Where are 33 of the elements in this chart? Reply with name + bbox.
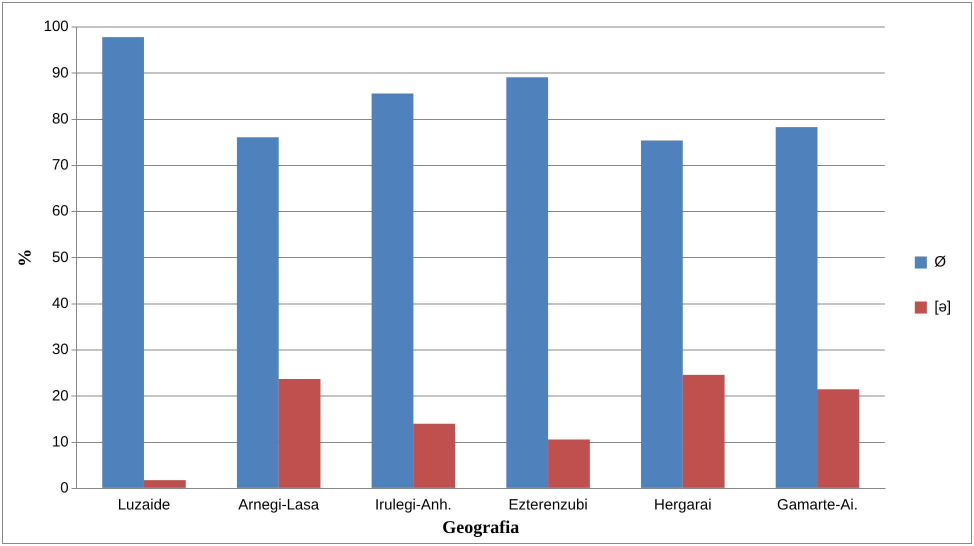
x-tick-label: Ezterenzubi bbox=[508, 496, 588, 514]
bar bbox=[548, 439, 590, 488]
y-tick-label: 50 bbox=[52, 248, 69, 266]
y-tick-label: 80 bbox=[52, 110, 69, 128]
bar bbox=[236, 137, 279, 488]
x-tick-label: Irulegi-Anh. bbox=[375, 496, 452, 514]
x-axis-title: Geografia bbox=[442, 516, 520, 537]
bar bbox=[682, 374, 725, 488]
x-tick-label: Hergarai bbox=[654, 496, 712, 514]
bar bbox=[506, 77, 548, 488]
bar bbox=[372, 93, 414, 488]
legend-label: Ø bbox=[934, 254, 946, 271]
y-tick-label: 90 bbox=[52, 64, 69, 82]
bar bbox=[102, 37, 144, 488]
legend-label: [ə] bbox=[934, 298, 952, 316]
y-tick-label: 20 bbox=[52, 387, 69, 404]
y-tick-label: 10 bbox=[52, 433, 69, 450]
x-tick-label: Luzaide bbox=[118, 496, 170, 514]
y-tick-label: 30 bbox=[52, 341, 69, 358]
y-tick-label: 100 bbox=[44, 18, 69, 36]
bar bbox=[278, 379, 320, 488]
bar bbox=[641, 140, 683, 488]
y-tick-label: 60 bbox=[52, 202, 69, 220]
y-tick-label: 0 bbox=[60, 480, 69, 497]
bar bbox=[776, 127, 818, 488]
x-tick-label: Gamarte-Ai. bbox=[777, 496, 858, 514]
y-tick-label: 40 bbox=[52, 294, 69, 312]
y-axis-title: % bbox=[14, 248, 34, 267]
x-tick-label: Arnegi-Lasa bbox=[238, 496, 320, 514]
bar bbox=[817, 389, 860, 488]
bar bbox=[413, 424, 456, 488]
y-tick-label: 70 bbox=[52, 156, 69, 174]
bar bbox=[144, 480, 186, 488]
